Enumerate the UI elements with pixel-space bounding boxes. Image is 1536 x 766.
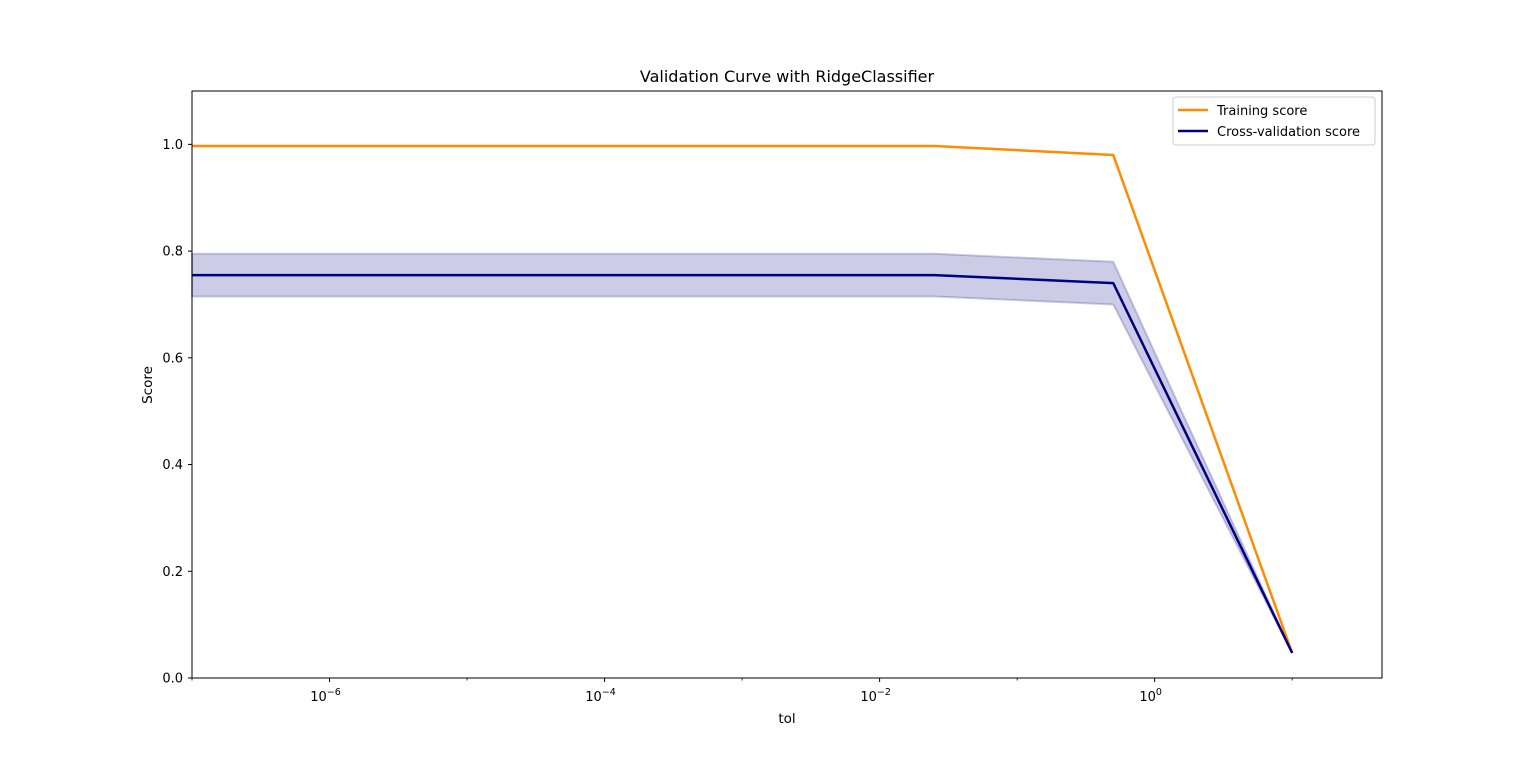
y-tick-label-0: 0.0 — [162, 672, 183, 687]
y-tick-label-3: 0.6 — [162, 351, 183, 366]
y-tick-label-4: 0.8 — [162, 245, 183, 260]
y-tick-label-1: 0.2 — [162, 565, 183, 580]
legend-box — [1172, 96, 1376, 146]
series-line-1 — [192, 273, 1294, 654]
plot-area — [191, 144, 1294, 654]
series-line-0 — [192, 144, 1294, 654]
y-tick-label-5: 1.0 — [162, 138, 183, 153]
chart-title: Validation Curve with RidgeClassifier — [640, 67, 935, 86]
legend-label-cross-validation: Cross-validation score — [1217, 125, 1360, 140]
x-tick-label-2: 10−2 — [860, 687, 891, 705]
x-axis-label: tol — [778, 711, 795, 727]
x-tick-label-3: 100 — [1139, 687, 1162, 705]
y-tick-label-2: 0.4 — [162, 458, 183, 473]
legend-label-training: Training score — [1216, 104, 1307, 119]
y-axis-label: Score — [140, 366, 156, 404]
axis-ticks: 0.0 0.2 0.4 0.6 0.8 1.0 10−6 10−4 10−2 100 — [162, 138, 1293, 705]
x-tick-label-1: 10−4 — [585, 687, 616, 705]
legend: Training score Cross-validation score — [1172, 96, 1376, 146]
x-tick-label-0: 10−6 — [310, 687, 341, 705]
series-band-1 — [191, 252, 1294, 654]
axes-frame — [191, 90, 1383, 679]
